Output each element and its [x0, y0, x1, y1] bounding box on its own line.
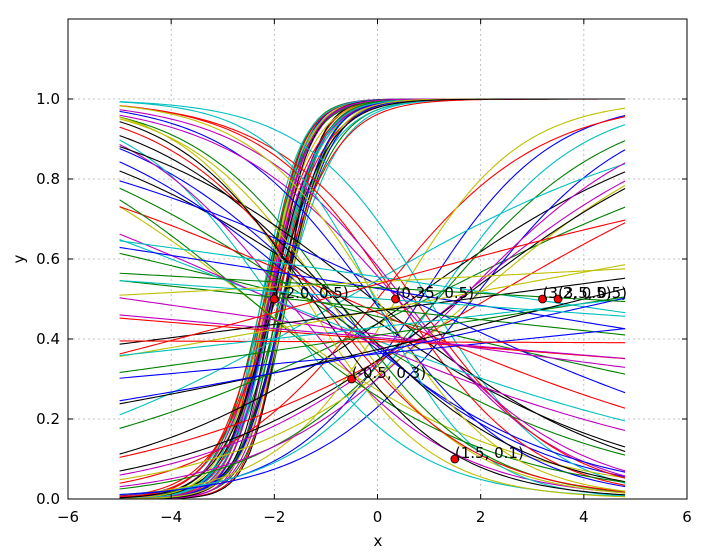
annotation-label: (3.2, 0.5): [543, 284, 612, 302]
annotation-label: (1.5, 0.1): [455, 444, 524, 462]
series-line: [119, 126, 626, 493]
series-line: [119, 146, 626, 452]
series-line: [119, 162, 626, 488]
annotation-label: (0.35, 0.5): [396, 284, 475, 302]
annotation-markers: [269, 294, 563, 464]
annotation-label: (-2.0, 0.5): [274, 284, 348, 302]
series-line: [119, 297, 626, 368]
annotation-label: (3.5, 0.5): [558, 284, 627, 302]
series-line: [119, 206, 626, 479]
y-axis-label: y: [10, 254, 28, 263]
x-tick-label: 0: [373, 508, 383, 526]
series-line: [119, 252, 626, 375]
series-line: [119, 206, 626, 409]
annotation-point: [538, 294, 547, 304]
y-tick-label: 0.8: [36, 170, 60, 188]
series-line: [119, 124, 626, 496]
series-line: [119, 116, 626, 484]
y-tick-label: 0.4: [36, 330, 60, 348]
series-line: [119, 288, 626, 405]
series-line: [119, 143, 626, 494]
series-line: [119, 317, 626, 360]
annotation-point: [450, 454, 460, 464]
y-axis-ticks: 0.0 0.2 0.4 0.6 0.8 1.0: [36, 90, 687, 508]
x-axis-ticks: −6 −4 −2 0 2 4 6: [57, 19, 692, 526]
series-line: [119, 340, 626, 344]
series-line: [119, 114, 626, 472]
series-line: [119, 118, 626, 494]
series-line: [119, 184, 626, 481]
series-curves: [119, 98, 626, 500]
annotation-labels: (-2.0, 0.5) (0.35, 0.5) (-0.5, 0.3) (1.5, 0…: [274, 284, 627, 462]
annotation-point: [553, 294, 563, 304]
series-line: [119, 268, 626, 296]
series-line: [119, 105, 626, 486]
series-line: [119, 280, 626, 336]
x-tick-label: 2: [476, 508, 486, 526]
series-line: [119, 98, 626, 499]
series-line: [119, 105, 626, 492]
series-line: [119, 297, 626, 402]
series-line: [119, 219, 626, 355]
series-line: [119, 328, 626, 379]
series-line: [119, 180, 626, 476]
y-tick-label: 0.0: [36, 490, 60, 508]
series-line: [119, 149, 626, 496]
annotation-label: (-0.5, 0.3): [352, 364, 426, 382]
x-tick-label: 6: [682, 508, 692, 526]
series-line: [119, 140, 626, 490]
series-line: [119, 116, 626, 498]
series-line: [119, 280, 626, 317]
series-line: [119, 101, 626, 497]
series-line: [119, 105, 626, 479]
annotation-point: [391, 294, 400, 304]
x-axis-label: x: [374, 532, 383, 550]
annotation-point: [347, 374, 357, 384]
x-tick-label: −2: [263, 508, 285, 526]
series-line: [119, 101, 626, 484]
y-tick-label: 0.6: [36, 250, 60, 268]
series-line: [119, 121, 626, 496]
series-line: [119, 233, 626, 432]
annotation-point: [269, 294, 279, 304]
series-line: [119, 163, 626, 416]
series-line: [119, 314, 626, 360]
x-tick-label: 4: [579, 508, 589, 526]
series-line: [119, 298, 626, 357]
y-tick-label: 0.2: [36, 410, 60, 428]
series-line: [119, 277, 626, 345]
series-line: [119, 171, 626, 455]
x-tick-label: −4: [160, 508, 182, 526]
series-line: [119, 187, 626, 456]
x-tick-label: −6: [57, 508, 79, 526]
y-tick-label: 1.0: [36, 90, 60, 108]
